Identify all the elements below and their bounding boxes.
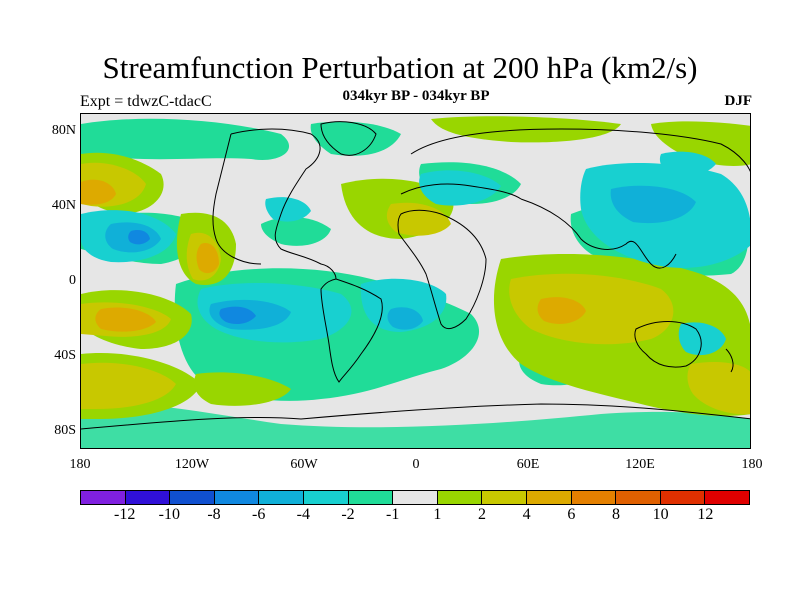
y-tick-label: 40N [51,198,76,213]
coastlines [81,121,750,430]
colorbar-tick-label: 8 [612,506,620,523]
colorbar-tick-label: 4 [522,506,531,523]
y-tick-label: 0 [69,273,76,288]
experiment-label: Expt = tdwzC-tdacC [80,93,212,110]
season-label: DJF [724,93,753,109]
x-tick-label: 120E [625,457,655,472]
colorbar-swatch [705,491,749,504]
colorbar-swatch [393,491,438,504]
contour-darkblue-regions [128,229,256,324]
contour-orange-regions [81,179,586,332]
colorbar-swatch [125,491,171,504]
map-plot-area [80,113,751,449]
chart-subtitle: 034kyr BP - 034kyr BP [342,88,490,104]
y-tick-label: 40S [54,348,76,363]
colorbar-swatch [259,491,304,504]
x-tick-label: 180 [741,457,763,472]
x-tick-label: 120W [174,457,210,472]
colorbar-swatch [437,491,483,504]
colorbar-swatch [526,491,572,504]
colorbar-tick-label: 1 [433,506,442,523]
colorbar-tick-label: 12 [697,506,714,523]
streamfunction-map [81,114,750,448]
colorbar-swatch [571,491,617,504]
colorbar [80,490,750,505]
x-tick-label: 60E [516,457,540,472]
colorbar-tick-label: -2 [341,506,355,523]
colorbar-tick-label: 10 [652,506,669,523]
colorbar-swatch [303,491,349,504]
colorbar-swatch [348,491,394,504]
colorbar-swatch [616,491,661,504]
colorbar-swatch [81,491,126,504]
colorbar-tick-label: -4 [296,506,310,523]
colorbar-swatch [482,491,527,504]
chart-title: Streamfunction Perturbation at 200 hPa (… [102,50,698,85]
x-tick-label: 60W [290,457,318,472]
colorbar-tick-label: 2 [478,506,486,523]
x-tick-label: 180 [69,457,91,472]
colorbar-tick-label: -10 [158,506,180,523]
y-tick-label: 80N [51,123,76,138]
colorbar-tick-label: 6 [567,506,576,523]
colorbar-tick-label: -12 [113,506,136,523]
x-tick-label: 0 [412,457,420,472]
y-tick-label: 80S [54,423,76,438]
colorbar-tick-label: -8 [207,506,221,523]
colorbar-swatch [214,491,260,504]
colorbar-tick-label: -1 [385,506,400,523]
colorbar-tick-label: -6 [251,506,266,523]
colorbar-swatch [660,491,706,504]
colorbar-swatch [170,491,215,504]
